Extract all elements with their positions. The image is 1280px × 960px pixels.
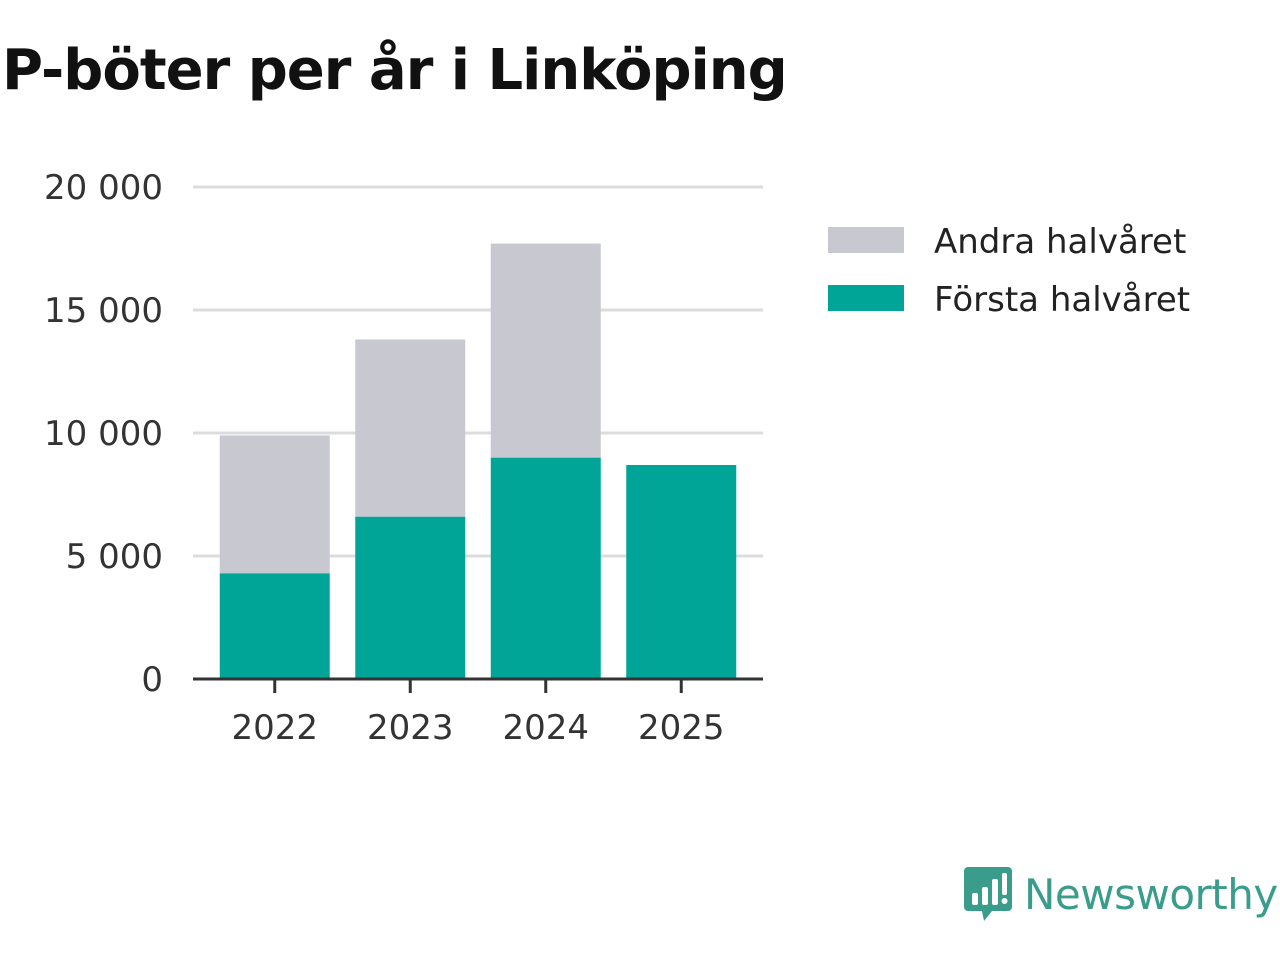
y-tick-label: 20 000 (44, 168, 163, 208)
legend-label: Andra halvåret (934, 222, 1186, 262)
y-tick-label: 15 000 (44, 291, 163, 331)
bar-segment (219, 435, 330, 574)
bar-segment (490, 243, 601, 458)
brand-name: Newsworthy (1024, 869, 1278, 919)
y-tick-label: 0 (141, 660, 163, 700)
x-axis-ticks: 2022 2023 2024 2025 (231, 679, 725, 748)
bar-segment (355, 339, 466, 517)
bar-segment (355, 516, 466, 679)
y-axis-ticks: 0 5 000 10 000 15 000 20 000 (44, 168, 163, 700)
x-tick-label: 2023 (367, 708, 454, 748)
y-tick-label: 10 000 (44, 414, 163, 454)
newsworthy-brand: Newsworthy (962, 862, 1278, 926)
bar-segment (626, 464, 737, 679)
bars (219, 243, 737, 679)
x-tick-label: 2024 (502, 708, 589, 748)
chart-speech-bubble-icon (964, 867, 1012, 921)
page-title: P-böter per år i Linköping (2, 38, 788, 103)
y-tick-label: 5 000 (66, 537, 163, 577)
x-tick-label: 2022 (231, 708, 318, 748)
x-tick-label: 2025 (638, 708, 725, 748)
bar-segment (490, 457, 601, 679)
legend-label: Första halvåret (934, 280, 1190, 320)
bar-segment (219, 573, 330, 679)
legend-swatch (828, 227, 904, 253)
legend-swatch (828, 285, 904, 311)
legend: Andra halvåret Första halvåret (828, 222, 1190, 320)
